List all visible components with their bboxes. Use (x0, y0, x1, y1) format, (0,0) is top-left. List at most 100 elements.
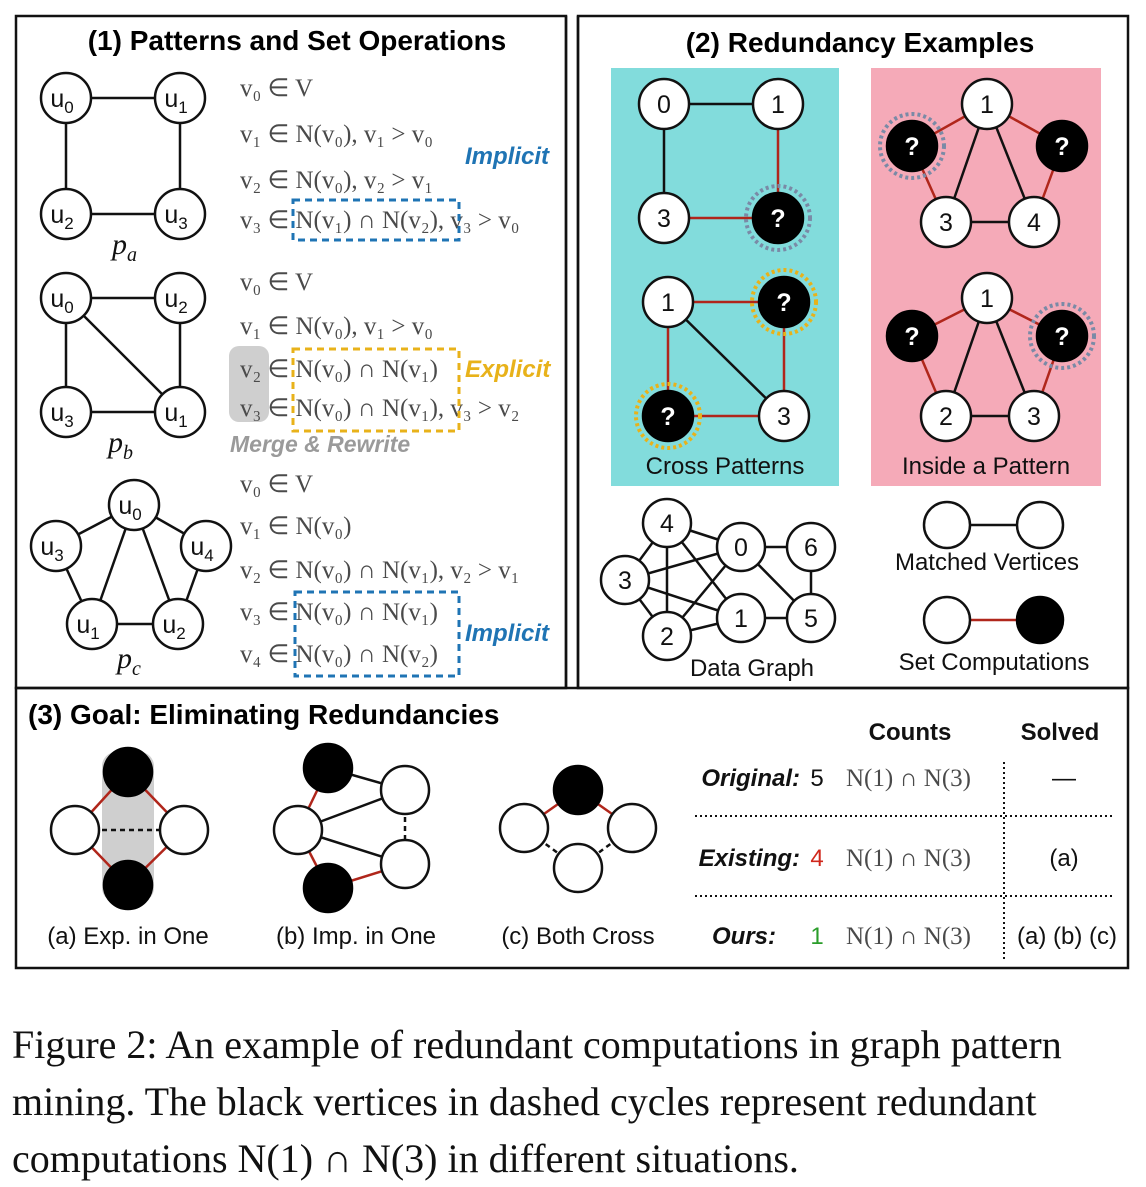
op-b-1: v₁ ∈ N(v₀), v₁ > v₀ (240, 313, 433, 340)
row-original-label: Original: (701, 765, 800, 792)
explicit-label-b: Explicit (465, 356, 551, 383)
cross-patterns-label: Cross Patterns (646, 453, 805, 480)
redundant-ring (744, 184, 812, 252)
node-u2 (39, 187, 93, 241)
legend-set-vertex (922, 595, 972, 645)
merge-highlight (229, 346, 269, 422)
inside-bottom-graph (885, 271, 1096, 443)
pattern-b-name: pb (106, 426, 133, 464)
set-computations-label: Set Computations (899, 649, 1090, 676)
row-existing-expr: N(1) ∩ N(3) (846, 845, 971, 872)
data-node-3: 3 (618, 567, 632, 595)
inside-bottom-unknown-1: ? (904, 323, 919, 351)
op-b-0: v₀ ∈ V (240, 269, 313, 296)
legend-matched-vertex-a (922, 500, 972, 550)
data-node-5: 5 (804, 605, 818, 633)
op-a-2: v₂ ∈ N(v₀), v₂ > v₁ (240, 167, 433, 194)
data-graph (599, 497, 837, 662)
cross-top-unknown: ? (770, 205, 785, 233)
legend-matched-vertex-b (1015, 500, 1065, 550)
subfig-b-label: (b) Imp. in One (276, 923, 436, 950)
cross-bottom-unknown-1: ? (776, 289, 791, 317)
row-existing-count: 4 (810, 845, 823, 872)
merge-rewrite-label: Merge & Rewrite (230, 431, 410, 457)
op-a-0: v₀ ∈ V (240, 75, 313, 102)
op-c-0: v₀ ∈ V (240, 471, 313, 498)
pattern-a (39, 71, 207, 241)
ops-c: v₀ ∈ V v₁ ∈ N(v₀) v₂ ∈ N(v₀) ∩ N(v₁), v₂… (240, 471, 550, 678)
cross-top-graph (637, 77, 812, 252)
inside-bottom-node-3: 3 (1027, 403, 1041, 431)
node-u3 (153, 187, 207, 241)
explicit-box-b (291, 347, 461, 433)
data-node-2: 2 (660, 623, 674, 651)
inside-top-unknown-1: ? (904, 133, 919, 161)
data-node-1: 1 (734, 605, 748, 633)
implicit-box-c (293, 590, 461, 678)
row-ours-count: 1 (810, 923, 823, 950)
inside-bottom-node-1: 1 (980, 285, 994, 313)
inside-top-node-1: 1 (980, 91, 994, 119)
cross-top-node-0: 0 (657, 91, 671, 119)
row-ours-solved: (a) (b) (c) (1017, 923, 1117, 950)
implicit-label-c: Implicit (465, 620, 550, 647)
subfig-c-label: (c) Both Cross (501, 923, 654, 950)
results-table: Counts Solved Original: 5 N(1) ∩ N(3) — … (695, 719, 1117, 962)
legend (922, 500, 1065, 645)
pattern-a-name: pa (110, 228, 137, 266)
figure-caption: Figure 2: An example of redundant comput… (12, 1022, 1062, 1181)
row-ours-expr: N(1) ∩ N(3) (846, 923, 971, 950)
op-a-1: v₁ ∈ N(v₀), v₁ > v₀ (240, 121, 433, 148)
header-counts: Counts (869, 719, 952, 746)
op-c-3: v₃ ∈ N(v₀) ∩ N(v₁) (240, 599, 438, 626)
row-existing-solved: (a) (1049, 845, 1078, 872)
row-original-solved: — (1052, 765, 1076, 792)
cross-top-node-1: 1 (771, 91, 785, 119)
inside-bottom-unknown-2: ? (1054, 323, 1069, 351)
cross-bottom-graph (634, 268, 818, 450)
op-c-4: v₄ ∈ N(v₀) ∩ N(v₂) (240, 641, 438, 668)
cross-bottom-unknown-2: ? (660, 403, 675, 431)
matched-vertices-label: Matched Vertices (895, 549, 1079, 576)
cross-bottom-node-1: 1 (661, 289, 675, 317)
inside-top-unknown-2: ? (1054, 133, 1069, 161)
cross-top-node-3: 3 (657, 205, 671, 233)
legend-set-computed-vertex (1015, 595, 1065, 645)
figure-canvas: (1) Patterns and Set Operations u0 u1 u2… (14, 14, 1130, 970)
pattern-c (29, 478, 233, 651)
inside-pattern-label: Inside a Pattern (902, 453, 1070, 480)
data-node-0: 0 (734, 534, 748, 562)
row-original-count: 5 (810, 765, 823, 792)
op-b-3: v₃ ∈ N(v₀) ∩ N(v₁), v₃ > v₂ (240, 395, 519, 422)
goal-graph-b (272, 742, 431, 914)
row-ours-label: Ours: (712, 923, 776, 950)
implicit-label-a: Implicit (465, 143, 550, 170)
pattern-c-name: pc (115, 642, 141, 680)
panel3-title: (3) Goal: Eliminating Redundancies (28, 699, 499, 730)
row-existing-label: Existing: (699, 845, 800, 872)
op-b-2: v₂ ∈ N(v₀) ∩ N(v₁) (240, 356, 438, 383)
row-original-expr: N(1) ∩ N(3) (846, 765, 971, 792)
data-graph-label: Data Graph (690, 655, 814, 682)
goal-graph-a (49, 746, 210, 911)
cross-bottom-node-3: 3 (777, 403, 791, 431)
ops-b: v₀ ∈ V v₁ ∈ N(v₀), v₁ > v₀ v₂ ∈ N(v₀) ∩ … (229, 269, 551, 457)
data-node-4: 4 (660, 510, 674, 538)
inside-bottom-node-2: 2 (939, 403, 953, 431)
panel1-title: (1) Patterns and Set Operations (88, 25, 507, 56)
op-c-2: v₂ ∈ N(v₀) ∩ N(v₁), v₂ > v₁ (240, 557, 519, 584)
implicit-box-a (291, 198, 461, 242)
data-node-6: 6 (804, 534, 818, 562)
panel2-title: (2) Redundancy Examples (686, 27, 1035, 58)
header-solved: Solved (1021, 719, 1100, 746)
node-u0 (39, 71, 93, 125)
subfig-a-label: (a) Exp. in One (47, 923, 208, 950)
panel-frames (14, 14, 1130, 970)
node-u1 (153, 71, 207, 125)
inside-top-node-4: 4 (1027, 209, 1041, 237)
op-c-1: v₁ ∈ N(v₀) (240, 513, 351, 540)
inside-top-node-3: 3 (939, 209, 953, 237)
goal-graph-c (498, 764, 658, 894)
inside-top-graph (878, 77, 1089, 249)
op-a-3: v₃ ∈ N(v₁) ∩ N(v₂), v₃ > v₀ (240, 207, 519, 234)
